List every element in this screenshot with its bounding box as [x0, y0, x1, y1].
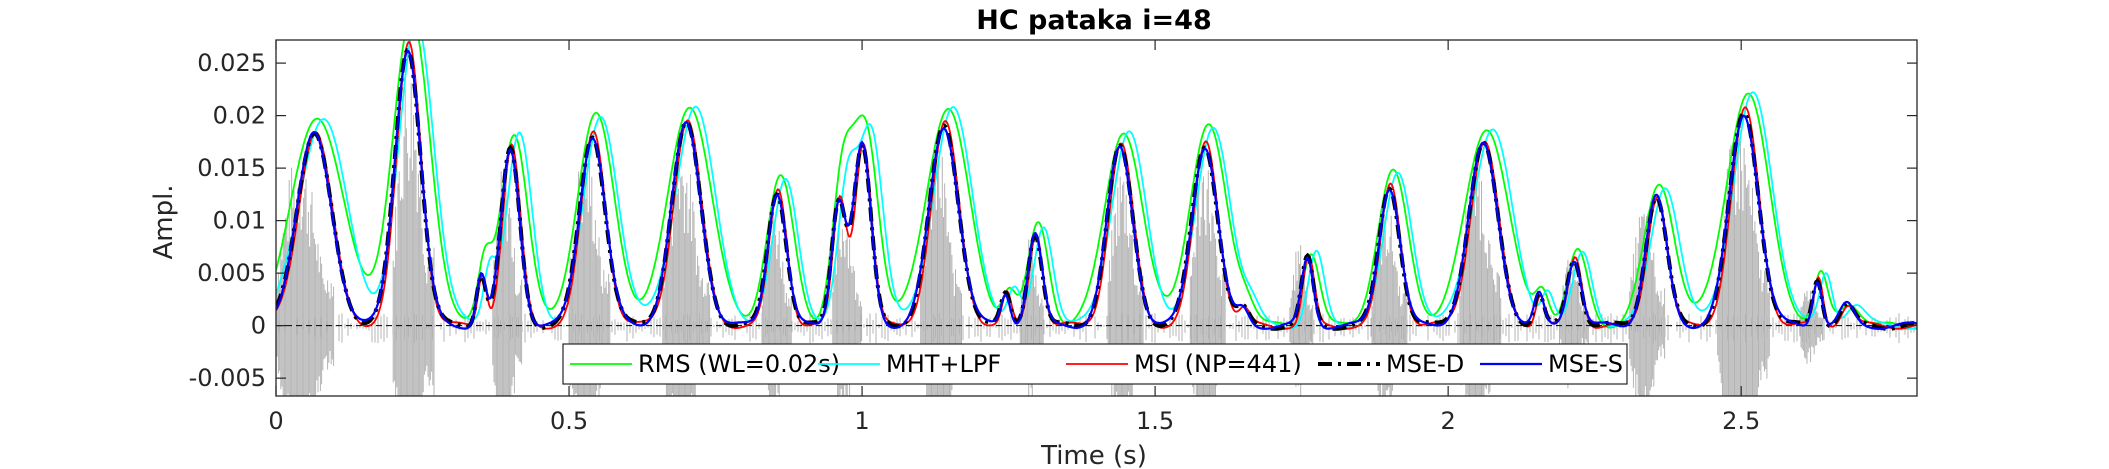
legend-label: MSE-D [1386, 350, 1464, 378]
y-tick-label: 0.015 [197, 154, 266, 182]
y-tick-label: 0.02 [213, 102, 266, 130]
x-axis-title: Time (s) [1040, 441, 1147, 469]
x-tick-label: 2 [1441, 407, 1456, 435]
series-line-rms-wl-0-02s [276, 40, 1917, 330]
y-tick-label: 0.025 [197, 49, 266, 77]
legend-label: RMS (WL=0.02s) [638, 350, 840, 378]
plot-area: 0 0.5 1 1.5 2 2.5 -0.00500.0050.010.0150.020.… [189, 39, 1918, 435]
x-tick-label: 1 [854, 407, 869, 435]
legend-label: MHT+LPF [886, 350, 1001, 378]
legend-label: MSI (NP=441) [1134, 350, 1302, 378]
series-line-mse-s [276, 49, 1917, 330]
y-tick-label: 0.01 [213, 207, 266, 235]
legend: RMS (WL=0.02s) MHT+LPF MSI (NP=441) MSE-D MS… [562, 343, 1628, 385]
x-tick-label: 0.5 [550, 407, 588, 435]
y-tick-label: 0.005 [197, 259, 266, 287]
legend-label: MSE-S [1548, 350, 1623, 378]
x-axis: 0 0.5 1 1.5 2 2.5 [268, 40, 1760, 435]
x-tick-label: 1.5 [1136, 407, 1174, 435]
y-tick-label: -0.005 [189, 364, 266, 392]
series-layer [276, 40, 1917, 331]
y-axis: -0.005 0 0.005 0.01 0.015 0.02 0.025 [189, 49, 1917, 392]
axes-frame [275, 39, 1918, 397]
y-tick-label: 0 [251, 312, 266, 340]
y-axis-title: Ampl. [149, 184, 179, 259]
x-tick-label: 2.5 [1722, 407, 1760, 435]
x-tick-label: 0 [268, 407, 283, 435]
chart-title: HC pataka i=48 [976, 5, 1212, 36]
